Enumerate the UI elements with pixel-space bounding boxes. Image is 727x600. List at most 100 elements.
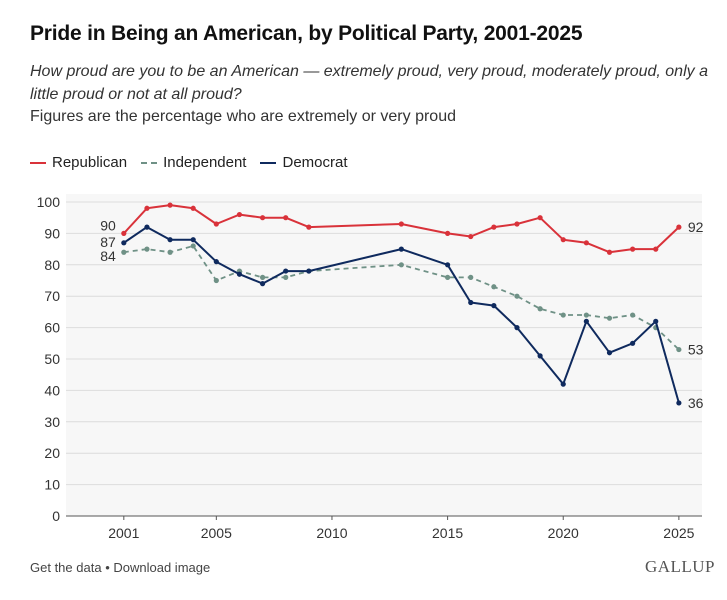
data-point-democrat [537, 353, 543, 359]
data-point-republican [121, 230, 127, 236]
x-tick-label: 2001 [108, 525, 139, 541]
x-tick-label: 2020 [548, 525, 579, 541]
data-point-independent [121, 249, 127, 255]
data-point-democrat [190, 237, 196, 243]
data-point-democrat [167, 237, 173, 243]
data-point-independent [537, 306, 543, 312]
data-point-republican [445, 230, 451, 236]
y-tick-label: 100 [37, 194, 61, 210]
data-point-independent [491, 284, 497, 290]
data-point-independent [283, 274, 289, 280]
data-point-republican [190, 205, 196, 211]
y-tick-label: 50 [44, 351, 60, 367]
legend-item-democrat[interactable]: Democrat [260, 154, 348, 171]
end-label-independent: 53 [688, 342, 704, 358]
data-point-republican [283, 215, 289, 221]
data-point-independent [213, 277, 219, 284]
data-point-democrat [283, 268, 289, 274]
start-label-independent: 84 [100, 248, 116, 264]
legend-swatch-republican [30, 161, 46, 164]
data-point-democrat [236, 271, 243, 277]
y-tick-label: 90 [44, 225, 60, 241]
data-point-independent [144, 246, 150, 252]
data-point-democrat [606, 350, 613, 356]
data-point-democrat [121, 240, 127, 246]
footer-links: Get the data • Download image [30, 560, 210, 575]
y-tick-label: 80 [44, 257, 60, 273]
data-point-republican [514, 221, 520, 227]
data-point-republican [491, 224, 497, 230]
data-point-democrat [653, 318, 659, 324]
chart-subtitle: How proud are you to be an American — ex… [30, 63, 708, 103]
legend-item-independent[interactable]: Independent [141, 154, 246, 171]
data-point-democrat [398, 246, 404, 252]
legend-swatch-independent [141, 161, 158, 164]
data-point-republican [167, 202, 173, 208]
footer-separator: • [105, 560, 110, 575]
data-point-democrat [676, 400, 682, 406]
y-tick-label: 30 [44, 414, 60, 430]
data-point-democrat [514, 325, 520, 331]
data-point-democrat [259, 281, 266, 287]
legend-label-democrat: Democrat [282, 154, 348, 171]
data-point-independent [259, 274, 266, 280]
chart-legend: Republican Independent Democrat [30, 154, 362, 171]
plot-background [66, 194, 702, 516]
data-point-democrat [468, 299, 474, 306]
chart-title: Pride in Being an American, by Political… [30, 22, 583, 45]
data-point-independent [468, 274, 474, 280]
gallup-logo: GALLUP [644, 557, 715, 576]
start-label-democrat: 87 [100, 234, 116, 250]
end-label-democrat: 36 [688, 395, 704, 411]
data-point-republican [398, 221, 404, 227]
data-point-democrat [213, 259, 219, 265]
chart-note: Figures are the percentage who are extre… [30, 108, 456, 125]
data-point-independent [398, 262, 404, 268]
data-point-democrat [630, 340, 636, 346]
data-point-democrat [445, 262, 451, 268]
data-point-independent [167, 249, 173, 255]
download-image-link[interactable]: Download image [113, 560, 211, 575]
data-point-republican [560, 237, 566, 243]
data-point-democrat [306, 268, 312, 274]
data-point-democrat [583, 318, 589, 324]
data-point-independent [445, 274, 451, 280]
legend-label-republican: Republican [52, 154, 128, 171]
line-chart: 0 10 20 30 40 50 60 70 80 90 100 2001 2005 2010 2015 20… [37, 194, 704, 541]
data-point-republican [653, 246, 659, 252]
x-tick-label: 2010 [316, 525, 347, 541]
data-point-democrat [144, 224, 150, 230]
data-point-democrat [491, 303, 497, 309]
data-point-independent [583, 312, 589, 318]
data-point-republican [537, 215, 543, 221]
legend-label-independent: Independent [163, 154, 247, 171]
y-tick-label: 60 [44, 320, 60, 336]
get-data-link[interactable]: Get the data [30, 560, 102, 575]
data-point-republican [259, 215, 266, 221]
y-tick-label: 10 [44, 477, 60, 493]
y-tick-label: 0 [52, 508, 60, 524]
data-point-independent [190, 243, 196, 249]
data-point-republican [213, 221, 219, 227]
x-tick-label: 2015 [432, 525, 463, 541]
start-label-republican: 90 [100, 217, 116, 233]
data-point-republican [468, 233, 474, 240]
data-point-republican [630, 246, 636, 252]
data-point-independent [606, 315, 613, 321]
x-tick-label: 2005 [201, 525, 232, 541]
data-point-independent [676, 346, 682, 353]
data-point-democrat [560, 381, 566, 387]
data-point-independent [514, 293, 520, 299]
y-tick-label: 70 [44, 288, 60, 304]
data-point-republican [583, 240, 589, 246]
data-point-independent [630, 312, 636, 318]
data-point-republican [306, 224, 312, 230]
legend-swatch-democrat [260, 161, 277, 164]
x-tick-label: 2025 [663, 525, 694, 541]
data-point-republican [606, 249, 613, 255]
data-point-republican [144, 205, 150, 211]
data-point-republican [676, 224, 682, 230]
y-tick-label: 20 [44, 445, 60, 461]
series-line-independent [123, 245, 680, 351]
legend-item-republican[interactable]: Republican [30, 154, 127, 171]
